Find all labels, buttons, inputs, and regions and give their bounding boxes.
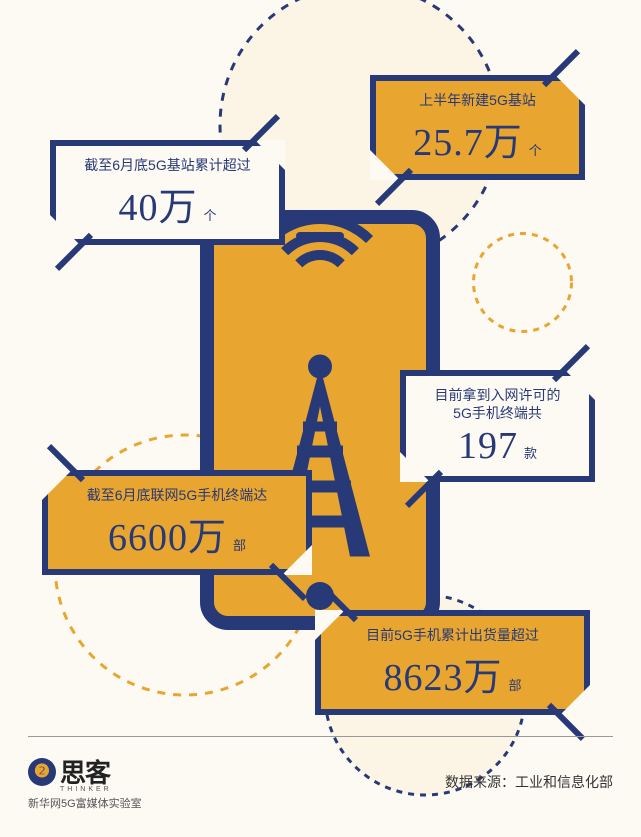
brand-name: 思客 xyxy=(60,753,110,790)
bg-circle-right-small xyxy=(470,230,575,335)
callout-unit: 个 xyxy=(204,205,217,224)
data-source: 数据来源：工业和信息化部 xyxy=(445,772,613,792)
callout-unit: 款 xyxy=(524,443,537,462)
infographic-canvas: 截至6月底5G基站累计超过 40万 个 上半年新建5G基站 25.7万 个 目前… xyxy=(0,0,641,837)
footer: ❷ 思客 THINKER 新华网5G富媒体实验室 数据来源：工业和信息化部 xyxy=(0,724,641,837)
callout-licensed-models: 目前拿到入网许可的 5G手机终端共 197 款 xyxy=(400,370,595,482)
callout-label: 截至6月底5G基站累计超过 xyxy=(74,156,261,174)
brand-subtitle: 新华网5G富媒体实验室 xyxy=(28,795,142,811)
callout-unit: 部 xyxy=(233,535,246,554)
source-value: 工业和信息化部 xyxy=(515,774,613,790)
callout-unit: 个 xyxy=(529,140,542,159)
callout-value: 197 xyxy=(458,424,518,468)
callout-label: 截至6月底联网5G手机终端达 xyxy=(66,486,288,504)
brand-block: ❷ 思客 THINKER 新华网5G富媒体实验室 xyxy=(28,753,142,811)
callout-base-stations-total: 截至6月底5G基站累计超过 40万 个 xyxy=(50,140,285,245)
callout-value: 8623万 xyxy=(383,646,502,701)
callout-value: 40万 xyxy=(118,176,197,231)
callout-label: 目前5G手机累计出货量超过 xyxy=(339,626,566,644)
callout-value: 25.7万 xyxy=(413,111,523,166)
callout-label: 上半年新建5G基站 xyxy=(394,91,561,109)
footer-divider xyxy=(28,736,613,737)
callout-connected-devices: 截至6月底联网5G手机终端达 6600万 部 xyxy=(42,470,312,575)
brand-icon: ❷ xyxy=(28,758,56,786)
source-label: 数据来源： xyxy=(445,774,515,790)
callout-label: 目前拿到入网许可的 5G手机终端共 xyxy=(424,386,571,422)
callout-shipments: 目前5G手机累计出货量超过 8623万 部 xyxy=(315,610,590,715)
callout-unit: 部 xyxy=(509,675,522,694)
callout-value: 6600万 xyxy=(108,506,227,561)
callout-base-stations-new: 上半年新建5G基站 25.7万 个 xyxy=(370,75,585,180)
brand-name-en: THINKER xyxy=(60,786,142,793)
